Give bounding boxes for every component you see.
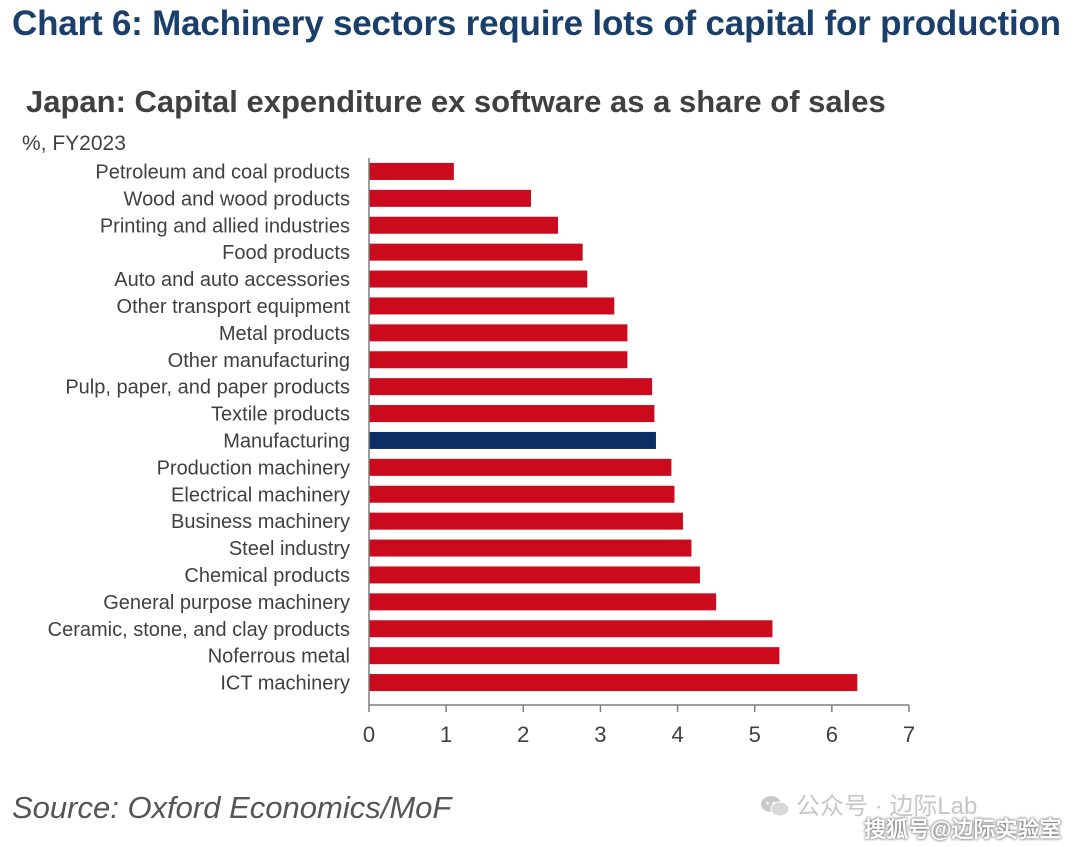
category-label: Printing and allied industries: [100, 215, 350, 237]
bar: [369, 647, 780, 665]
category-label: Steel industry: [229, 538, 350, 560]
watermark-secondary: 搜狐号@边际实验室: [864, 817, 1062, 842]
bar: [369, 243, 583, 261]
x-tick-label: 1: [440, 722, 452, 747]
bar: [369, 297, 615, 315]
category-label: Ceramic, stone, and clay products: [48, 619, 350, 641]
x-tick-label: 0: [363, 722, 375, 747]
bar: [369, 324, 628, 342]
bar: [369, 620, 773, 638]
x-tick-label: 4: [671, 722, 683, 747]
bar-chart: Petroleum and coal products Wood and wood…: [48, 158, 915, 747]
source-note: Source: Oxford Economics/MoF: [12, 790, 452, 825]
bar: [369, 270, 588, 288]
x-tick-label: 2: [517, 722, 529, 747]
chart-title: Chart 6: Machinery sectors require lots …: [12, 4, 1061, 43]
category-label: Production machinery: [157, 457, 350, 479]
category-label: General purpose machinery: [103, 592, 350, 614]
x-tick-label: 6: [826, 722, 838, 747]
bar: [369, 378, 653, 396]
chart-subtitle: Japan: Capital expenditure ex software a…: [26, 84, 886, 119]
wechat-logo-icon: [761, 796, 790, 817]
category-label: Metal products: [219, 323, 350, 345]
unit-label: %, FY2023: [22, 132, 126, 155]
category-label: Chemical products: [184, 565, 350, 587]
x-tick-label: 3: [594, 722, 606, 747]
category-label: Wood and wood products: [124, 188, 350, 210]
category-label: Business machinery: [171, 511, 350, 533]
bar: [369, 431, 656, 449]
bar: [369, 566, 700, 584]
category-label: Electrical machinery: [171, 484, 350, 506]
category-label: Pulp, paper, and paper products: [65, 377, 350, 399]
watermark-text: 公众号 · 边际Lab: [796, 793, 978, 820]
category-label: Food products: [222, 242, 350, 264]
bar: [369, 458, 672, 476]
bar: [369, 189, 531, 207]
bar: [369, 512, 683, 530]
bar: [369, 162, 454, 180]
category-label: Petroleum and coal products: [95, 161, 350, 183]
bar: [369, 405, 655, 423]
bar: [369, 485, 675, 503]
category-label: Noferrous metal: [208, 646, 350, 668]
bar: [369, 351, 628, 369]
category-label: Other manufacturing: [168, 350, 350, 372]
bar: [369, 674, 858, 692]
category-label: Textile products: [211, 404, 350, 426]
category-label: Manufacturing: [223, 430, 350, 452]
x-tick-label: 5: [749, 722, 761, 747]
bar: [369, 593, 717, 611]
watermark: 公众号 · 边际Lab: [760, 786, 977, 821]
bar: [369, 539, 692, 557]
category-label: ICT machinery: [220, 673, 350, 695]
x-tick-label: 7: [903, 722, 915, 747]
category-label: Other transport equipment: [117, 296, 351, 318]
category-label: Auto and auto accessories: [114, 269, 350, 291]
bar: [369, 216, 558, 234]
